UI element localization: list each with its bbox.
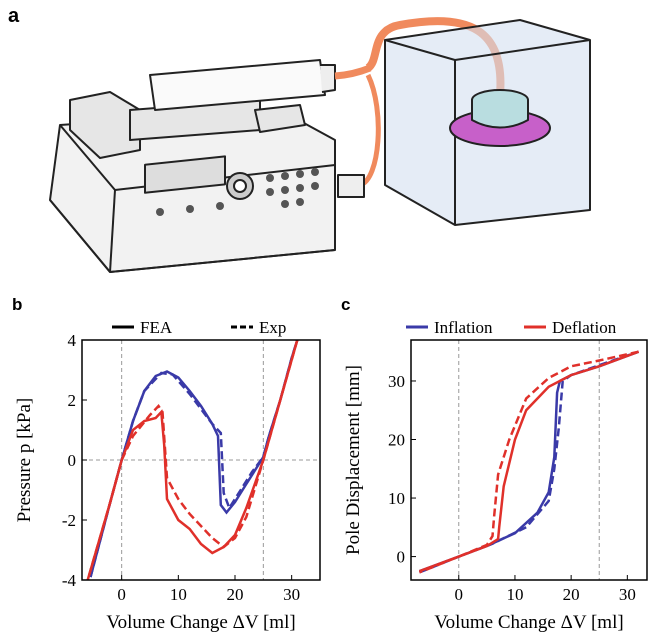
y-axis-label: Pressure p [kPa] (14, 398, 35, 523)
x-tick-label: 20 (227, 585, 244, 604)
panel-label: c (341, 295, 350, 314)
legend-label: Deflation (552, 318, 617, 337)
x-tick-label: 30 (619, 585, 636, 604)
legend-label: FEA (140, 318, 173, 337)
data-line (418, 350, 640, 573)
y-tick-label: 30 (388, 372, 405, 391)
x-tick-label: 10 (170, 585, 187, 604)
y-tick-label: -2 (62, 511, 76, 530)
x-tick-label: 20 (563, 585, 580, 604)
plot-frame (410, 339, 648, 581)
y-tick-label: 2 (68, 391, 77, 410)
data-line (418, 350, 640, 573)
panel-label: b (12, 295, 22, 314)
panel-label: a (8, 5, 20, 27)
x-axis-label: Volume Change ΔV [ml] (106, 612, 295, 633)
x-axis-label: Volume Change ΔV [ml] (434, 612, 623, 633)
legend-label: Inflation (434, 318, 493, 337)
legend-label: Exp (259, 318, 286, 337)
chart: c 0 10 20 30 0 10 20 30 Volume Change ΔV [ml] Pole… (341, 295, 648, 633)
y-tick-label: 0 (68, 451, 77, 470)
y-tick-label: 10 (388, 489, 405, 508)
data-line (418, 350, 640, 574)
data-line (86, 339, 299, 581)
y-tick-label: 20 (388, 431, 405, 450)
x-tick-label: 0 (455, 585, 464, 604)
y-axis-label: Pole Displacement [mm] (343, 365, 364, 555)
charts: b 0 10 20 30 -4 -2 0 2 4 Volume Change ΔV [ml] Pres… (12, 295, 648, 633)
chart: b 0 10 20 30 -4 -2 0 2 4 Volume Change ΔV [ml] Pres… (12, 295, 321, 633)
x-tick-label: 10 (506, 585, 523, 604)
pump-illustration (49, 17, 591, 273)
y-tick-label: 0 (397, 548, 406, 567)
x-tick-label: 30 (283, 585, 300, 604)
y-tick-label: -4 (62, 571, 77, 590)
data-line (86, 339, 299, 581)
x-tick-label: 0 (117, 585, 126, 604)
data-line (418, 350, 639, 574)
y-tick-label: 4 (68, 331, 77, 350)
